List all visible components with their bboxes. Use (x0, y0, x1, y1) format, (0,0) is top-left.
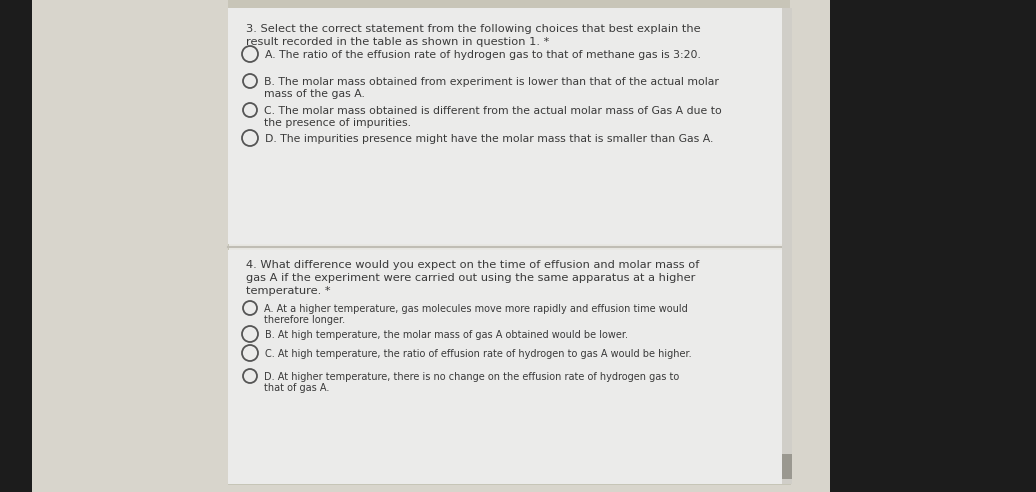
FancyBboxPatch shape (0, 0, 32, 492)
Text: A. The ratio of the effusion rate of hydrogen gas to that of methane gas is 3:20: A. The ratio of the effusion rate of hyd… (265, 50, 701, 60)
Text: D. The impurities presence might have the molar mass that is smaller than Gas A.: D. The impurities presence might have th… (265, 134, 714, 144)
Text: gas A if the experiment were carried out using the same apparatus at a higher: gas A if the experiment were carried out… (246, 273, 695, 283)
Text: B. The molar mass obtained from experiment is lower than that of the actual mola: B. The molar mass obtained from experime… (264, 77, 719, 87)
Text: C. At high temperature, the ratio of effusion rate of hydrogen to gas A would be: C. At high temperature, the ratio of eff… (265, 349, 692, 359)
FancyBboxPatch shape (830, 0, 1036, 492)
Text: temperature. *: temperature. * (246, 286, 330, 296)
Text: A. At a higher temperature, gas molecules move more rapidly and effusion time wo: A. At a higher temperature, gas molecule… (264, 304, 688, 314)
FancyBboxPatch shape (228, 8, 790, 484)
FancyBboxPatch shape (228, 0, 790, 8)
FancyBboxPatch shape (782, 454, 792, 479)
FancyBboxPatch shape (228, 250, 790, 484)
FancyBboxPatch shape (782, 8, 792, 484)
Text: therefore longer.: therefore longer. (264, 315, 345, 325)
Text: C. The molar mass obtained is different from the actual molar mass of Gas A due : C. The molar mass obtained is different … (264, 106, 722, 116)
Text: result recorded in the table as shown in question 1. *: result recorded in the table as shown in… (246, 37, 549, 47)
Text: 3. Select the correct statement from the following choices that best explain the: 3. Select the correct statement from the… (246, 24, 700, 34)
Text: D. At higher temperature, there is no change on the effusion rate of hydrogen ga: D. At higher temperature, there is no ch… (264, 372, 680, 382)
Text: that of gas A.: that of gas A. (264, 383, 329, 393)
Text: B. At high temperature, the molar mass of gas A obtained would be lower.: B. At high temperature, the molar mass o… (265, 330, 628, 340)
FancyBboxPatch shape (228, 8, 790, 244)
Text: mass of the gas A.: mass of the gas A. (264, 89, 365, 99)
Text: the presence of impurities.: the presence of impurities. (264, 118, 411, 128)
Text: 4. What difference would you expect on the time of effusion and molar mass of: 4. What difference would you expect on t… (246, 260, 699, 270)
